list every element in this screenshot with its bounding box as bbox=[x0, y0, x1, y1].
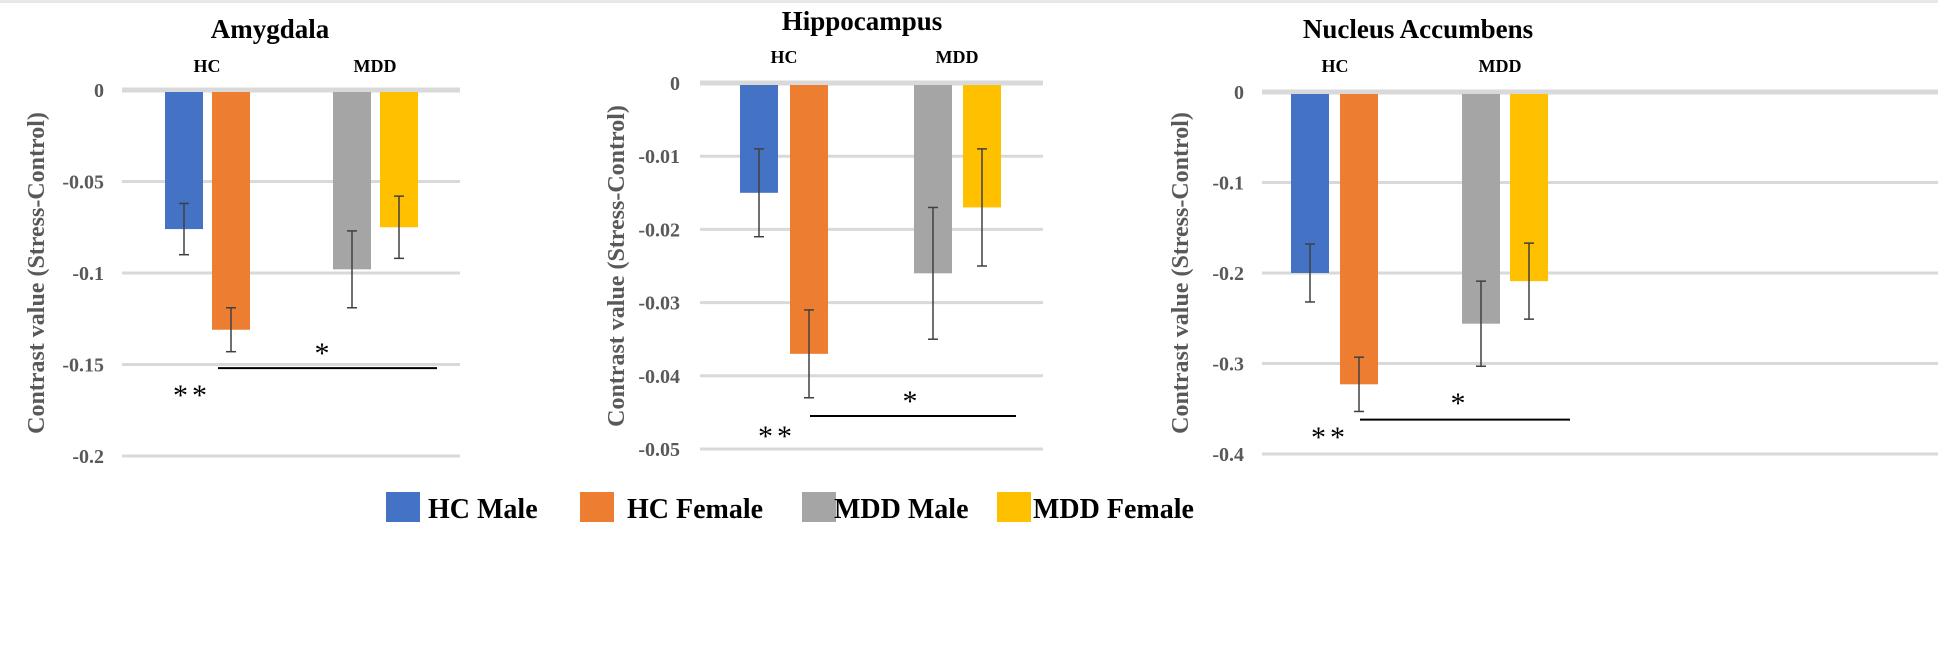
bar-hc-female bbox=[212, 92, 250, 330]
y-axis-label: Contrast value (Stress-Control) bbox=[24, 112, 50, 434]
y-tick-label: 0 bbox=[94, 80, 104, 102]
legend: HC Male HC Female MDD Male MDD Female bbox=[386, 492, 1194, 525]
legend-label: HC Male bbox=[428, 494, 538, 525]
chart-hippocampus: 0 -0.01 -0.02 -0.03 -0.04 -0.05 Hippocampus Con… bbox=[604, 6, 1043, 461]
significance-marker: ** bbox=[758, 420, 796, 453]
chart-amygdala: 0 -0.05 -0.1 -0.15 -0.2 Amygdala Contrast valu… bbox=[24, 14, 460, 468]
significance-marker: * bbox=[1451, 387, 1466, 420]
significance-marker: ** bbox=[1311, 421, 1349, 454]
y-axis-label: Contrast value (Stress-Control) bbox=[1168, 112, 1194, 434]
y-tick-label: -0.03 bbox=[638, 293, 680, 315]
significance-marker: * bbox=[903, 385, 918, 418]
legend-swatch-mdd-female bbox=[997, 492, 1031, 522]
significance-marker: ** bbox=[173, 379, 211, 412]
y-tick-label: -0.05 bbox=[638, 439, 680, 461]
bar-hc-female bbox=[790, 85, 828, 354]
top-border-line bbox=[0, 0, 1938, 3]
legend-label: HC Female bbox=[627, 494, 763, 525]
y-tick-label: -0.4 bbox=[1212, 444, 1244, 466]
group-label-hc: HC bbox=[194, 56, 221, 76]
y-tick-label: -0.3 bbox=[1212, 354, 1244, 376]
chart-title: Nucleus Accumbens bbox=[1303, 14, 1533, 44]
chart-title: Amygdala bbox=[211, 14, 330, 44]
group-label-mdd: MDD bbox=[354, 56, 397, 76]
y-tick-label: -0.2 bbox=[1212, 263, 1244, 285]
y-tick-label: 0 bbox=[1234, 82, 1244, 104]
group-label-mdd: MDD bbox=[936, 47, 979, 67]
y-tick-label: 0 bbox=[670, 73, 680, 95]
legend-swatch-mdd-male bbox=[802, 492, 836, 522]
legend-swatch-hc-female bbox=[580, 492, 614, 522]
bar-hc-female bbox=[1340, 94, 1378, 385]
y-axis-label: Contrast value (Stress-Control) bbox=[604, 105, 630, 427]
y-tick-label: -0.1 bbox=[1212, 173, 1244, 195]
chart-nucleus-accumbens: 0 -0.1 -0.2 -0.3 -0.4 Nucleus Accumbens Contra… bbox=[1168, 14, 1938, 466]
y-tick-label: -0.1 bbox=[72, 263, 104, 285]
group-label-mdd: MDD bbox=[1479, 56, 1522, 76]
y-tick-label: -0.02 bbox=[638, 219, 680, 241]
y-tick-label: -0.01 bbox=[638, 146, 680, 168]
legend-swatch-hc-male bbox=[386, 492, 420, 522]
legend-label: MDD Female bbox=[1033, 494, 1194, 525]
group-label-hc: HC bbox=[771, 47, 798, 67]
legend-label: MDD Male bbox=[834, 494, 969, 525]
y-tick-label: -0.2 bbox=[72, 446, 104, 468]
y-tick-label: -0.15 bbox=[62, 355, 104, 377]
chart-title: Hippocampus bbox=[782, 6, 943, 36]
bar-hc-male bbox=[1291, 94, 1329, 273]
y-tick-label: -0.04 bbox=[638, 366, 680, 388]
group-label-hc: HC bbox=[1322, 56, 1349, 76]
y-tick-label: -0.05 bbox=[62, 172, 104, 194]
significance-marker: * bbox=[315, 337, 330, 370]
